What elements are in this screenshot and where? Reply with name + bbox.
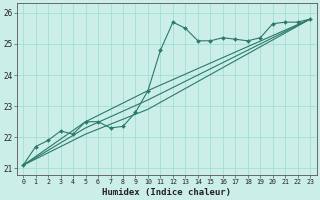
X-axis label: Humidex (Indice chaleur): Humidex (Indice chaleur) [102, 188, 231, 197]
